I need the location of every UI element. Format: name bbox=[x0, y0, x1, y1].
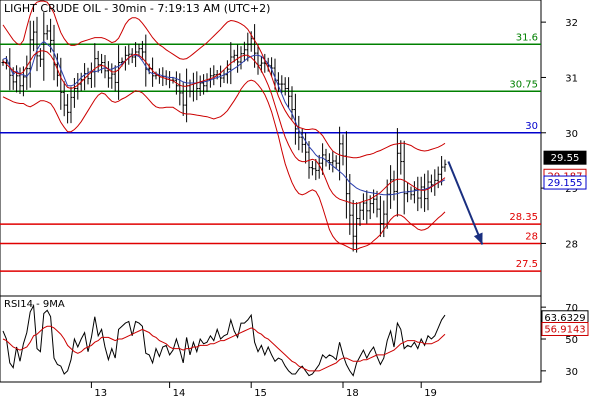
rsi-panel-frame bbox=[0, 295, 542, 383]
price-overlay-line-2 bbox=[2, 0, 446, 159]
rsi-y-tick-label-1: 50 bbox=[565, 335, 578, 346]
level-label-1: 30.75 bbox=[509, 79, 538, 90]
price-overlay-line-1 bbox=[2, 50, 446, 205]
x-tick-label-0: 13 bbox=[94, 388, 107, 399]
price-overlay-line-3 bbox=[2, 79, 446, 250]
rsi-badge-label-1: 56.9143 bbox=[544, 324, 585, 335]
rsi-y-tick-label-2: 70 bbox=[565, 303, 578, 314]
x-tick-label-2: 15 bbox=[254, 388, 267, 399]
price-y-tick-label-2: 30 bbox=[565, 129, 578, 140]
level-label-0: 31.6 bbox=[516, 32, 538, 43]
rsi-chart-title: RSI14 - 9MA bbox=[4, 299, 65, 310]
x-tick-label-3: 18 bbox=[346, 388, 359, 399]
level-label-4: 28 bbox=[525, 231, 538, 242]
price-chart-title: LIGHT CRUDE OIL - 30min - 7:19:13 AM (UT… bbox=[4, 2, 270, 15]
rsi-line-0 bbox=[2, 303, 446, 377]
rsi-line-1 bbox=[2, 325, 446, 372]
price-badge-label-0: 29.55 bbox=[551, 153, 580, 164]
x-tick-label-1: 14 bbox=[173, 388, 186, 399]
price-badge-box-0 bbox=[543, 150, 587, 165]
price-panel-frame bbox=[0, 0, 542, 297]
rsi-badge-label-0: 63.6329 bbox=[544, 313, 585, 324]
rsi-layer bbox=[2, 303, 446, 377]
price-y-tick-label-0: 28 bbox=[565, 239, 578, 250]
level-label-2: 30 bbox=[525, 121, 538, 132]
price-badge-box-2 bbox=[543, 175, 587, 190]
price-y-tick-label-4: 32 bbox=[565, 18, 578, 29]
forecast-arrow-head bbox=[473, 232, 483, 245]
price-overlay-line-0 bbox=[2, 40, 446, 196]
x-tick-label-4: 19 bbox=[424, 388, 437, 399]
level-label-3: 28.35 bbox=[509, 212, 538, 223]
price-y-tick-label-3: 31 bbox=[565, 73, 578, 84]
forecast-arrow-shaft bbox=[447, 161, 484, 245]
level-label-5: 27.5 bbox=[516, 259, 538, 270]
axis-layer: 282930313229.5529.18729.15530507063.6329… bbox=[90, 18, 589, 399]
rsi-badge-box-1 bbox=[541, 321, 589, 336]
rsi-y-tick-label-0: 30 bbox=[565, 367, 578, 378]
price-layer: 31.6 30.75 30 28.35 28 27.5 bbox=[0, 0, 541, 272]
price-badge-label-2: 29.155 bbox=[548, 178, 583, 189]
price-y-tick-label-1: 29 bbox=[565, 184, 578, 195]
